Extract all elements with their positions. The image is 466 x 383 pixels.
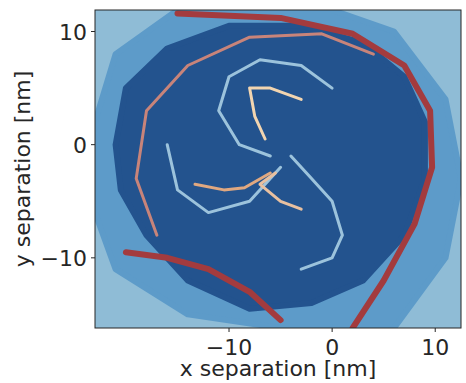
- x-tick: [332, 328, 333, 332]
- curve: [167, 145, 280, 213]
- background: [95, 10, 461, 328]
- y-tick-label: 10: [59, 20, 87, 45]
- curve: [219, 60, 332, 156]
- y-tick: [91, 144, 95, 145]
- curve: [260, 173, 301, 209]
- frame: [95, 10, 461, 328]
- curve: [136, 34, 373, 235]
- y-tick-label: −10: [41, 246, 87, 271]
- curve: [250, 88, 302, 139]
- x-axis-title: x separation [nm]: [180, 356, 377, 381]
- chart: −10010−10010x separation [nm]y separatio…: [0, 0, 466, 383]
- region: [95, 10, 461, 328]
- plot-area: [95, 10, 461, 328]
- curve: [126, 252, 281, 320]
- y-axis-title: y separation [nm]: [10, 71, 35, 268]
- y-tick: [91, 31, 95, 32]
- curve: [291, 156, 343, 269]
- x-tick: [229, 328, 230, 332]
- x-tick: [435, 328, 436, 332]
- region: [116, 26, 425, 309]
- y-tick-label: 0: [73, 133, 87, 158]
- curve: [178, 13, 433, 328]
- curve: [195, 173, 270, 190]
- y-tick: [91, 257, 95, 258]
- x-tick-label: 10: [421, 335, 449, 360]
